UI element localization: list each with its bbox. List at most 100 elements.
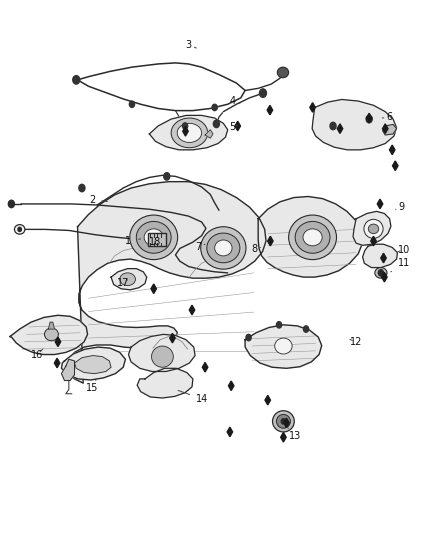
Polygon shape: [183, 126, 188, 136]
Text: 16: 16: [31, 349, 43, 360]
Polygon shape: [245, 325, 322, 368]
Polygon shape: [337, 124, 343, 133]
Polygon shape: [267, 106, 273, 115]
Circle shape: [259, 89, 266, 98]
Circle shape: [164, 173, 170, 180]
Text: 11: 11: [391, 259, 410, 272]
Ellipse shape: [45, 328, 58, 341]
Polygon shape: [227, 427, 233, 437]
Ellipse shape: [130, 215, 178, 260]
Ellipse shape: [171, 118, 208, 148]
Circle shape: [304, 326, 309, 332]
Polygon shape: [67, 182, 266, 383]
Text: 5: 5: [229, 122, 237, 132]
Polygon shape: [312, 100, 396, 150]
Text: 12: 12: [350, 337, 362, 348]
Circle shape: [276, 321, 282, 328]
Ellipse shape: [120, 273, 135, 286]
Text: 17: 17: [117, 278, 130, 288]
Polygon shape: [363, 244, 397, 268]
Ellipse shape: [215, 240, 232, 256]
Circle shape: [8, 200, 14, 208]
Polygon shape: [265, 395, 271, 405]
Text: 10: 10: [398, 245, 410, 255]
Polygon shape: [61, 347, 125, 380]
FancyBboxPatch shape: [148, 233, 166, 246]
Polygon shape: [258, 197, 363, 277]
Ellipse shape: [275, 338, 292, 354]
Circle shape: [18, 227, 21, 231]
Polygon shape: [48, 322, 54, 329]
Ellipse shape: [364, 219, 383, 238]
Polygon shape: [10, 316, 88, 354]
Polygon shape: [284, 418, 289, 427]
Ellipse shape: [303, 229, 322, 246]
Polygon shape: [235, 121, 240, 131]
Polygon shape: [389, 145, 395, 155]
Polygon shape: [54, 358, 60, 368]
Ellipse shape: [145, 236, 154, 245]
Polygon shape: [170, 333, 175, 343]
Polygon shape: [74, 356, 111, 374]
Polygon shape: [149, 115, 228, 150]
Circle shape: [183, 123, 187, 129]
Polygon shape: [383, 124, 396, 135]
Polygon shape: [268, 236, 273, 246]
Text: 6: 6: [382, 112, 393, 122]
Polygon shape: [377, 199, 383, 209]
Polygon shape: [137, 368, 193, 398]
Text: 8: 8: [251, 244, 261, 254]
Polygon shape: [381, 272, 387, 282]
Ellipse shape: [289, 215, 336, 260]
Circle shape: [129, 101, 134, 108]
Polygon shape: [61, 359, 74, 381]
Polygon shape: [392, 161, 398, 171]
Ellipse shape: [375, 268, 387, 278]
Polygon shape: [229, 381, 234, 391]
Text: 18: 18: [148, 237, 161, 247]
Circle shape: [213, 120, 219, 127]
Text: 1: 1: [125, 236, 141, 246]
Ellipse shape: [144, 229, 163, 246]
Polygon shape: [205, 130, 213, 138]
Ellipse shape: [368, 224, 379, 233]
Polygon shape: [151, 284, 156, 294]
Ellipse shape: [272, 411, 294, 432]
Ellipse shape: [14, 224, 25, 234]
Text: 3: 3: [185, 40, 196, 50]
Polygon shape: [353, 212, 391, 245]
Polygon shape: [371, 236, 376, 246]
Polygon shape: [381, 253, 386, 263]
Polygon shape: [111, 269, 147, 290]
Polygon shape: [189, 305, 195, 315]
Polygon shape: [281, 432, 286, 442]
Circle shape: [79, 184, 85, 192]
Polygon shape: [202, 362, 208, 372]
Polygon shape: [382, 124, 388, 133]
Text: 7: 7: [195, 242, 205, 252]
Ellipse shape: [295, 221, 330, 253]
Ellipse shape: [136, 221, 171, 253]
Ellipse shape: [152, 346, 173, 367]
Polygon shape: [55, 337, 61, 346]
Circle shape: [212, 104, 217, 111]
Polygon shape: [310, 103, 315, 112]
Circle shape: [378, 270, 384, 276]
Circle shape: [73, 76, 80, 84]
Circle shape: [330, 122, 336, 130]
Circle shape: [246, 334, 251, 341]
Text: 15: 15: [86, 381, 98, 393]
Text: 4: 4: [230, 96, 240, 106]
Ellipse shape: [207, 233, 240, 263]
Polygon shape: [367, 114, 372, 123]
Text: 2: 2: [89, 195, 107, 205]
Ellipse shape: [201, 227, 246, 269]
Ellipse shape: [277, 67, 289, 78]
Text: 14: 14: [178, 391, 208, 404]
Circle shape: [281, 419, 286, 424]
Polygon shape: [128, 334, 195, 372]
Text: 13: 13: [288, 427, 301, 441]
Text: 9: 9: [396, 202, 405, 212]
Circle shape: [366, 115, 372, 123]
Ellipse shape: [276, 415, 290, 428]
